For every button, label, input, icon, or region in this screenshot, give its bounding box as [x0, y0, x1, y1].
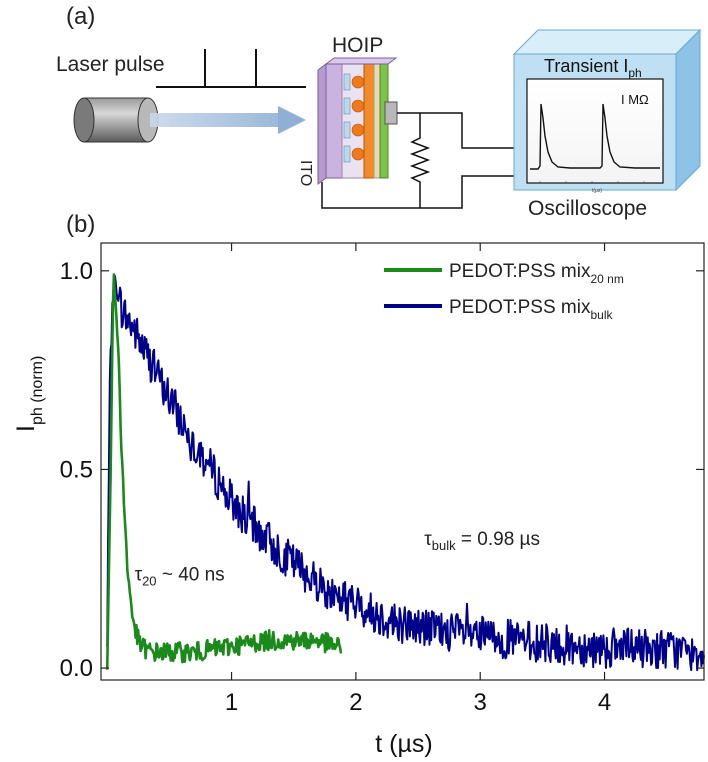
y-tick-label: 1.0: [60, 258, 93, 285]
resistor-icon: [409, 130, 431, 190]
plot-frame: [100, 242, 705, 681]
x-tick-label: 1: [225, 689, 238, 716]
laser-pulse-trace: [156, 49, 306, 88]
series-line-bulk: [106, 274, 705, 672]
scope-title: Transient Iph: [544, 56, 642, 80]
x-tick-label: 3: [474, 689, 487, 716]
panel-a-label: (a): [66, 3, 95, 30]
legend-entry: PEDOT:PSS mix20 nm: [449, 261, 624, 286]
resistance-label: I MΩ: [621, 92, 649, 107]
x-axis-label: t (µs): [375, 730, 432, 758]
y-tick-label: 0.0: [60, 655, 93, 682]
laser-cylinder-icon: [73, 97, 159, 143]
legend-entry: PEDOT:PSS mixbulk: [449, 297, 613, 322]
laser-pulse-label: Laser pulse: [56, 53, 165, 76]
x-tick-label: 4: [598, 689, 611, 716]
laser-beam-arrow: [150, 106, 306, 134]
x-tick-label: 2: [349, 689, 362, 716]
panel-b-label: (b): [66, 211, 95, 238]
scope-axis-label: t(µs): [592, 188, 602, 194]
hoip-device-icon: [317, 57, 398, 185]
oscilloscope-icon: [512, 28, 702, 192]
circuit-wires: [321, 112, 518, 209]
y-axis-label: Iph (norm): [12, 356, 46, 432]
hoip-label: HOIP: [332, 34, 383, 57]
ito-label: ITO: [297, 160, 314, 186]
oscilloscope-label: Oscilloscope: [528, 197, 647, 220]
annotation-tau-20: τ20 ~ 40 ns: [135, 565, 225, 589]
annotation-tau-bulk: τbulk = 0.98 µs: [424, 529, 540, 553]
legend: PEDOT:PSS mix20 nm PEDOT:PSS mixbulk: [384, 261, 624, 322]
series-line-20nm: [105, 273, 343, 670]
transient-photocurrent-chart: 1 2 3 40.00.51.0 PEDOT:PSS mix20 nmPEDOT:PS…: [12, 242, 705, 758]
y-tick-label: 0.5: [60, 456, 93, 483]
